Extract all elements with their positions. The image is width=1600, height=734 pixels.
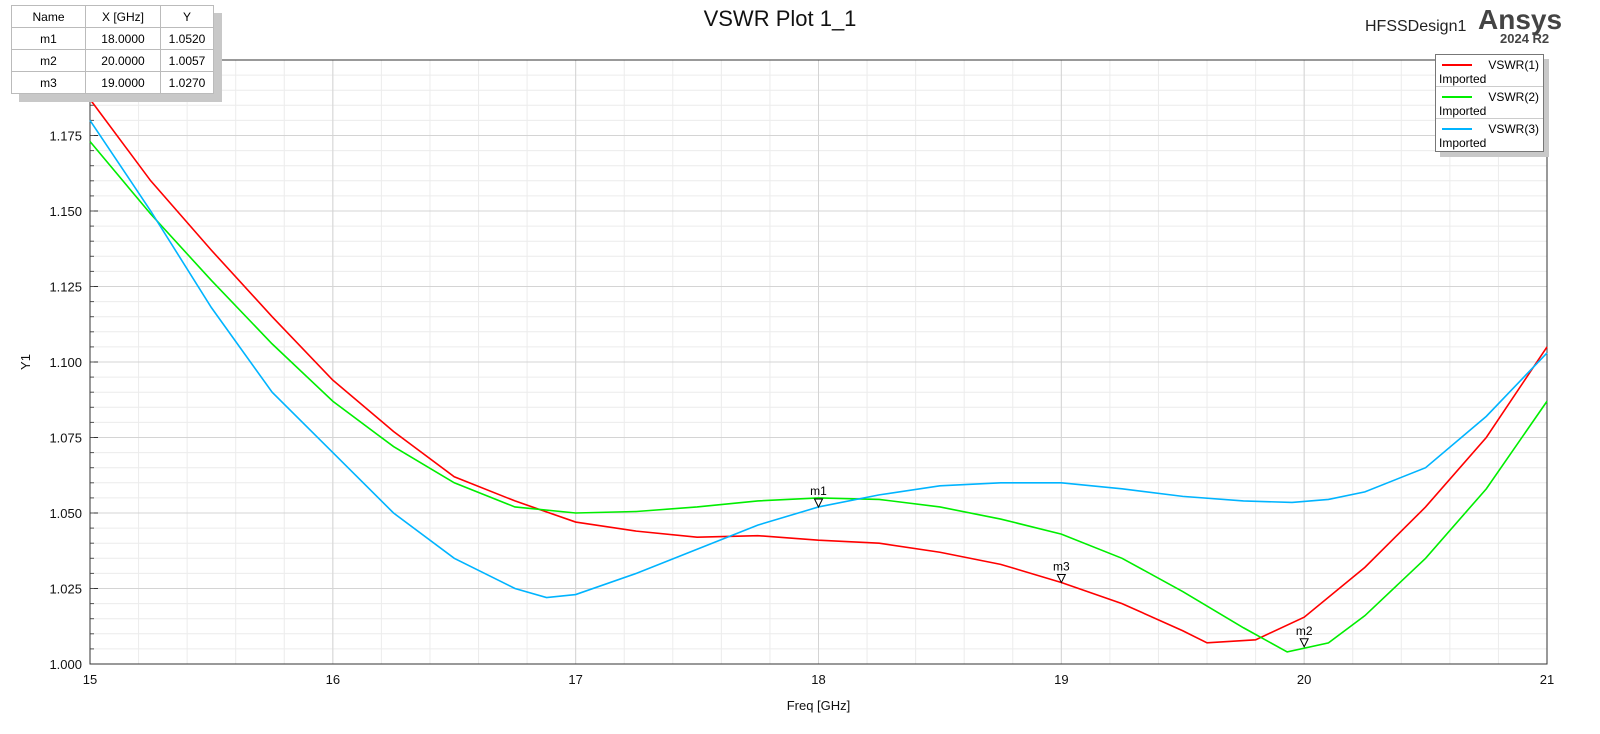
- cell: 18.0000: [85, 27, 161, 50]
- legend-swatch: [1442, 128, 1472, 130]
- cell: 1.0057: [160, 49, 214, 72]
- y-tick-label: 1.075: [49, 431, 82, 446]
- legend-sub: Imported: [1439, 136, 1487, 150]
- cell: 1.0270: [160, 71, 214, 94]
- table-row: m3 19.0000 1.0270: [11, 71, 214, 94]
- y-tick-label: 1.025: [49, 582, 82, 597]
- cell: m2: [11, 49, 86, 72]
- y-tick-label: 1.100: [49, 355, 82, 370]
- cell: 20.0000: [85, 49, 161, 72]
- legend-swatch: [1442, 64, 1472, 66]
- x-tick-label: 21: [1540, 672, 1554, 687]
- cell: 1.0520: [160, 27, 214, 50]
- x-tick-label: 18: [811, 672, 825, 687]
- y-tick-label: 1.050: [49, 506, 82, 521]
- header-cell: X [GHz]: [85, 5, 161, 28]
- legend-label: VSWR(2): [1488, 90, 1539, 104]
- marker-table-header: Name X [GHz] Y: [11, 5, 214, 28]
- marker-m1: [813, 498, 824, 509]
- marker-table: Name X [GHz] Y m1 18.0000 1.0520 m2 20.0000…: [11, 5, 214, 94]
- cell: 19.0000: [85, 71, 161, 94]
- marker-m2: [1299, 638, 1309, 648]
- marker-label: m3: [1053, 559, 1070, 573]
- x-axis-label: Freq [GHz]: [787, 698, 851, 713]
- y-tick-label: 1.150: [49, 204, 82, 219]
- header-cell: Name: [11, 5, 86, 28]
- series-line-1: [89, 98, 1548, 644]
- legend-swatch: [1442, 96, 1472, 98]
- y-axis-label: Y1: [18, 354, 33, 370]
- x-tick-label: 17: [568, 672, 582, 687]
- y-tick-label: 1.125: [49, 280, 82, 295]
- design-name: HFSSDesign1: [1365, 18, 1467, 35]
- cell: m1: [11, 27, 86, 50]
- series-line-2: [89, 141, 1548, 653]
- legend-item: VSWR(3) Imported: [1436, 119, 1543, 151]
- marker-label: m2: [1296, 624, 1313, 638]
- legend-sub: Imported: [1439, 72, 1487, 86]
- brand-logo: Ansys: [1478, 4, 1563, 35]
- version-label: 2024 R2: [1500, 31, 1550, 46]
- legend-sub: Imported: [1439, 104, 1487, 118]
- y-tick-label: 1.000: [49, 657, 82, 672]
- x-tick-label: 16: [326, 672, 340, 687]
- legend: VSWR(1) Imported VSWR(2) Imported VSWR(3) I…: [1435, 54, 1544, 152]
- legend-item: VSWR(2) Imported: [1436, 87, 1543, 119]
- x-tick-label: 15: [83, 672, 97, 687]
- x-tick-label: 19: [1054, 672, 1068, 687]
- y-tick-label: 1.175: [49, 129, 82, 144]
- marker-m3: [1056, 573, 1067, 584]
- marker-label: m1: [810, 484, 827, 498]
- legend-label: VSWR(3): [1488, 122, 1539, 136]
- chart-title: VSWR Plot 1_1: [703, 6, 857, 31]
- header-cell: Y: [160, 5, 214, 28]
- legend-item: VSWR(1) Imported: [1436, 55, 1543, 87]
- plot-frame: [89, 59, 1548, 665]
- x-tick-label: 20: [1297, 672, 1311, 687]
- cell: m3: [11, 71, 86, 94]
- table-row: m2 20.0000 1.0057: [11, 49, 214, 72]
- legend-label: VSWR(1): [1488, 58, 1539, 72]
- table-row: m1 18.0000 1.0520: [11, 27, 214, 50]
